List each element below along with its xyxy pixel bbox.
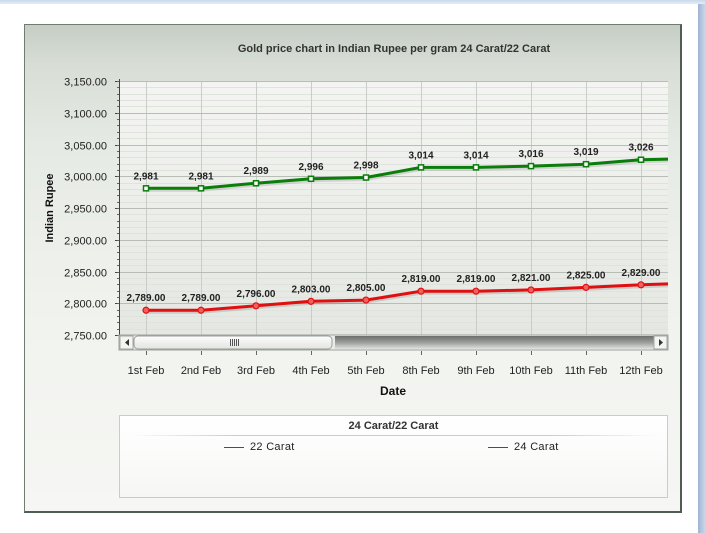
y-tick-label: 2,850.00 [64, 268, 107, 280]
x-tick-label: 12th Feb [619, 365, 662, 377]
chevron-right-icon [659, 339, 663, 346]
data-label-24-carat: 2,989 [243, 166, 268, 177]
data-point-22-carat [637, 281, 645, 289]
y-tick-label: 3,100.00 [64, 109, 107, 121]
x-axis-title: Date [380, 384, 406, 398]
x-tick-label: 2nd Feb [181, 365, 221, 377]
data-label-22-carat: 2,829.00 [622, 268, 661, 279]
chart-panel: Gold price chart in Indian Rupee per gra… [24, 24, 682, 513]
y-tick-label: 2,750.00 [64, 331, 107, 343]
data-label-24-carat: 3,016 [518, 149, 543, 160]
scroll-grip-icon [230, 339, 239, 346]
y-tick-label: 2,800.00 [64, 299, 107, 311]
data-label-24-carat: 3,019 [573, 147, 598, 158]
data-label-22-carat: 2,821.00 [512, 273, 551, 284]
data-point-22-carat [142, 306, 150, 314]
data-label-22-carat: 2,789.00 [182, 293, 221, 304]
data-label-24-carat: 2,996 [298, 162, 323, 173]
data-point-24-carat [362, 174, 370, 181]
x-tick-label: 9th Feb [457, 365, 494, 377]
data-point-24-carat [637, 156, 645, 163]
window-top-strip [0, 0, 705, 4]
data-label-24-carat: 2,981 [188, 171, 213, 182]
data-point-24-carat [252, 179, 260, 187]
grid-lines [119, 81, 668, 336]
chevron-left-icon [125, 339, 129, 346]
data-label-22-carat: 2,803.00 [292, 284, 331, 295]
series-lines: 2,981 2,981 2,989 2,996 2,998 3,014 3,014 3,016… [127, 143, 668, 314]
legend-swatch-24-carat [488, 446, 508, 448]
data-point-24-carat [582, 160, 590, 168]
y-tick-label: 2,900.00 [64, 236, 107, 248]
series-22-carat [142, 281, 668, 314]
chart-title: Gold price chart in Indian Rupee per gra… [238, 43, 551, 55]
legend-swatch-22-carat [224, 446, 244, 448]
data-point-22-carat [582, 283, 590, 291]
data-label-24-carat: 3,014 [463, 150, 488, 161]
x-tick-label: 1st Feb [128, 365, 165, 377]
legend-label-22-carat: 22 Carat [250, 441, 295, 453]
data-point-22-carat [307, 297, 315, 305]
data-label-24-carat: 2,981 [133, 171, 158, 182]
y-tick-label: 3,150.00 [64, 77, 107, 89]
x-tick-label: 10th Feb [509, 365, 552, 377]
y-tick-label: 3,000.00 [64, 172, 107, 184]
legend-divider [130, 435, 657, 436]
data-point-24-carat [472, 164, 480, 171]
data-point-24-carat [197, 185, 205, 192]
y-axis-title: Indian Rupee [44, 173, 56, 242]
data-point-22-carat [252, 302, 260, 310]
y-tick-label: 3,050.00 [64, 141, 107, 153]
y-axis: 3,150.00 3,100.00 3,050.00 3,000.00 2,950.00… [64, 77, 120, 343]
x-tick-label: 3rd Feb [237, 365, 275, 377]
x-tick-label: 8th Feb [402, 365, 439, 377]
scrollbar-track[interactable] [335, 336, 655, 349]
data-label-22-carat: 2,796.00 [237, 289, 276, 300]
legend-item-24-carat[interactable]: 24 Carat [488, 440, 559, 454]
data-label-22-carat: 2,819.00 [402, 274, 441, 285]
data-label-24-carat: 3,014 [408, 150, 433, 161]
data-point-24-carat [417, 164, 425, 171]
data-point-22-carat [527, 286, 535, 294]
data-label-24-carat: 2,998 [353, 161, 378, 172]
data-label-22-carat: 2,825.00 [567, 270, 606, 281]
chart-svg: Gold price chart in Indian Rupee per gra… [44, 43, 669, 398]
legend-label-24-carat: 24 Carat [514, 441, 559, 453]
legend: 24 Carat/22 Carat 22 Carat 24 Carat [119, 415, 668, 498]
legend-title: 24 Carat/22 Carat [348, 420, 439, 432]
data-point-24-carat [142, 185, 150, 192]
data-point-24-carat [307, 175, 315, 183]
x-tick-label: 5th Feb [347, 365, 384, 377]
y-tick-label: 2,950.00 [64, 204, 107, 216]
series-24-carat [142, 156, 668, 192]
data-point-22-carat [362, 296, 370, 304]
x-axis: 1st Feb 2nd Feb 3rd Feb 4th Feb 5th Feb 8th F… [128, 351, 663, 377]
x-tick-label: 4th Feb [292, 365, 329, 377]
legend-item-22-carat[interactable]: 22 Carat [224, 440, 295, 454]
data-point-22-carat [417, 287, 425, 295]
data-label-22-carat: 2,805.00 [347, 283, 386, 294]
window-right-strip [698, 4, 705, 533]
data-label-22-carat: 2,819.00 [457, 274, 496, 285]
data-label-22-carat: 2,789.00 [127, 293, 166, 304]
data-point-22-carat [472, 287, 480, 295]
data-point-22-carat [197, 306, 205, 314]
data-label-24-carat: 3,026 [628, 143, 653, 154]
horizontal-scrollbar[interactable] [118, 334, 669, 351]
data-point-24-carat [527, 162, 535, 170]
x-tick-label: 11th Feb [565, 365, 608, 377]
